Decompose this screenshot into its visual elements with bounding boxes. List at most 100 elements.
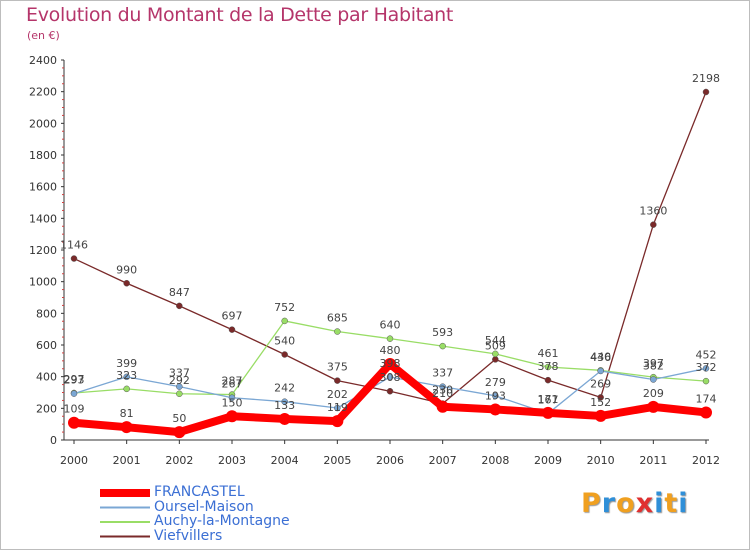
data-label: 509 <box>485 339 506 352</box>
x-tick-label: 2003 <box>218 454 246 467</box>
y-tick-label: 1400 <box>29 212 57 225</box>
data-label: 279 <box>485 376 506 389</box>
legend-label: Auchy-la-Montagne <box>154 513 290 529</box>
y-tick-label: 2000 <box>29 117 57 130</box>
data-point <box>594 409 607 422</box>
data-point <box>123 373 130 381</box>
data-point <box>278 412 291 425</box>
x-tick-label: 2012 <box>692 454 720 467</box>
data-label: 269 <box>590 377 611 390</box>
data-label: 375 <box>327 361 348 374</box>
data-label: 440 <box>590 350 611 363</box>
data-label: 397 <box>643 357 664 370</box>
data-point <box>436 400 449 413</box>
data-point <box>334 404 341 412</box>
data-point <box>173 426 186 439</box>
data-point <box>176 390 183 398</box>
data-point <box>544 376 552 384</box>
data-point <box>386 387 394 395</box>
data-point <box>228 394 236 401</box>
data-point <box>176 383 183 390</box>
chart-title: Evolution du Montant de la Dette par Hab… <box>26 4 454 26</box>
data-point <box>542 406 554 419</box>
data-point <box>650 221 657 228</box>
data-point <box>702 365 710 372</box>
data-label: 544 <box>485 334 506 347</box>
legend-label: FRANCASTEL <box>154 484 245 500</box>
data-label: 242 <box>274 382 295 395</box>
data-label: 593 <box>432 326 453 339</box>
data-point <box>120 421 133 434</box>
data-label: 297 <box>64 373 85 386</box>
data-label: 210 <box>432 387 453 400</box>
logo-letter: P <box>581 488 602 519</box>
data-point <box>384 358 396 370</box>
data-label: 171 <box>538 393 559 406</box>
data-label: 292 <box>169 374 190 387</box>
data-point <box>489 403 502 416</box>
x-tick-label: 2005 <box>323 454 351 467</box>
data-point <box>597 394 604 401</box>
legend-swatches <box>100 489 150 538</box>
data-label: 119 <box>327 401 348 414</box>
data-label: 202 <box>327 388 348 401</box>
x-tick-label: 2007 <box>429 454 457 467</box>
data-label: 452 <box>696 348 717 361</box>
data-label: 480 <box>380 344 401 357</box>
data-label: 230 <box>432 384 453 397</box>
data-label: 398 <box>380 357 401 370</box>
logo-letter: r <box>601 488 617 519</box>
data-point <box>492 392 499 400</box>
data-label: 267 <box>222 378 243 391</box>
data-point <box>70 390 78 397</box>
data-point <box>68 416 80 429</box>
data-point <box>492 350 499 358</box>
data-point <box>544 363 552 371</box>
y-tick-label: 200 <box>36 402 57 415</box>
data-label: 847 <box>169 286 190 299</box>
data-label: 640 <box>380 319 401 332</box>
data-point <box>123 385 130 393</box>
logo-letter: x <box>635 488 655 519</box>
data-label: 685 <box>327 312 348 325</box>
data-label: 81 <box>120 407 134 420</box>
data-point <box>281 317 288 325</box>
x-tick-label: 2001 <box>113 454 141 467</box>
data-labels: 109 81 50 150 133 119 480 210 193 171 152 209 174 293… <box>60 72 720 425</box>
y-tick-label: 600 <box>36 339 57 352</box>
data-label: 150 <box>222 396 243 409</box>
legend-label: Viefvillers <box>154 527 223 544</box>
y-tick-label: 1800 <box>29 149 57 162</box>
data-point <box>650 376 657 383</box>
data-label: 337 <box>432 367 453 380</box>
data-label: 323 <box>116 369 137 382</box>
data-point <box>226 410 238 423</box>
data-label: 752 <box>274 301 295 314</box>
data-label: 308 <box>380 371 401 384</box>
data-label: 382 <box>643 360 664 373</box>
data-label: 174 <box>696 392 717 405</box>
data-point <box>439 383 446 390</box>
series-lines <box>68 88 712 439</box>
y-tick-label: 1200 <box>29 244 57 257</box>
data-label: 50 <box>172 412 186 425</box>
y-tick-label: 2400 <box>29 54 57 67</box>
data-point <box>281 398 288 405</box>
y-tick-label: 1600 <box>29 181 57 194</box>
data-label: 337 <box>169 367 190 380</box>
data-label: 399 <box>116 357 137 370</box>
x-tick-label: 2000 <box>60 454 88 467</box>
data-point <box>439 342 446 350</box>
data-point <box>70 255 78 262</box>
data-label: 193 <box>485 389 506 402</box>
y-tick-label: 2200 <box>29 86 57 99</box>
data-point <box>647 400 660 413</box>
data-point <box>228 326 236 333</box>
data-label: 287 <box>222 375 243 388</box>
data-label: 109 <box>64 403 85 416</box>
data-label: 697 <box>222 310 243 323</box>
data-point <box>597 367 604 375</box>
data-label: 372 <box>696 361 717 374</box>
x-tick-label: 2011 <box>639 454 667 467</box>
